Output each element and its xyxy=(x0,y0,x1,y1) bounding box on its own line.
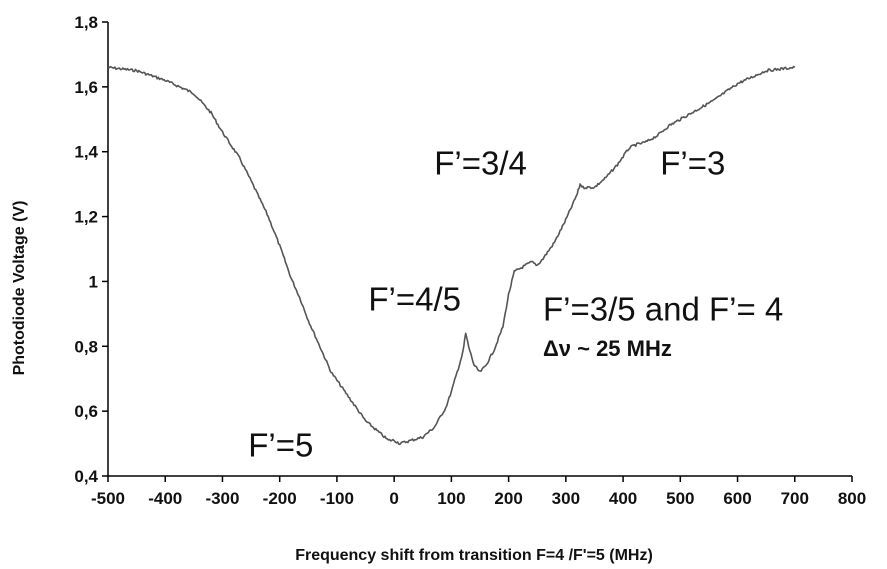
y-tick-label: 1,8 xyxy=(74,13,98,32)
x-tick-label: 400 xyxy=(609,489,637,508)
y-tick-label: 1,2 xyxy=(74,208,98,227)
y-tick-label: 0,8 xyxy=(74,337,98,356)
annotation-label: F’=3 xyxy=(660,144,725,181)
x-tick-label: 600 xyxy=(723,489,751,508)
y-tick-label: 0,6 xyxy=(74,402,98,421)
x-tick-label: 100 xyxy=(437,489,465,508)
x-tick-label: -100 xyxy=(320,489,354,508)
x-tick-label: 0 xyxy=(389,489,398,508)
y-tick-label: 0,4 xyxy=(74,467,98,486)
y-tick-labels: 0,4 0,6 0,8 1 1,2 1,4 1,6 1,8 xyxy=(74,13,98,486)
x-tick-label: 300 xyxy=(552,489,580,508)
annotation-label: F’=5 xyxy=(248,427,313,464)
x-axis-title: Frequency shift from transition F=4 /F'=… xyxy=(295,547,653,564)
x-tick-labels: -500 -400 -300 -200 -100 0 100 200 300 400 500 600 7… xyxy=(91,489,866,508)
x-tick-label: -400 xyxy=(148,489,182,508)
series-group xyxy=(107,65,796,446)
annotation-label: F’=4/5 xyxy=(368,281,461,318)
annotations: F’=5 F’=4/5 F’=3/4 F’=3 F’=3/5 and F’= 4 Δν ~… xyxy=(248,144,783,463)
y-axis-title: Photodiode Voltage (V) xyxy=(11,201,28,376)
y-tick-label: 1,4 xyxy=(74,143,98,162)
annotation-linewidth: Δν ~ 25 MHz xyxy=(543,336,672,361)
y-tick-label: 1 xyxy=(89,272,98,291)
x-tick-label: 200 xyxy=(494,489,522,508)
x-tick-label: -500 xyxy=(91,489,125,508)
annotation-label: F’=3/4 xyxy=(434,144,527,181)
y-tick-label: 1,6 xyxy=(74,78,98,97)
axes xyxy=(102,21,853,482)
x-tick-label: 700 xyxy=(781,489,809,508)
series-line xyxy=(107,65,796,446)
x-tick-label: -200 xyxy=(263,489,297,508)
annotation-label: F’=3/5 and F’= 4 xyxy=(543,290,783,327)
x-tick-label: 800 xyxy=(838,489,866,508)
x-tick-label: 500 xyxy=(666,489,694,508)
x-tick-label: -300 xyxy=(205,489,239,508)
